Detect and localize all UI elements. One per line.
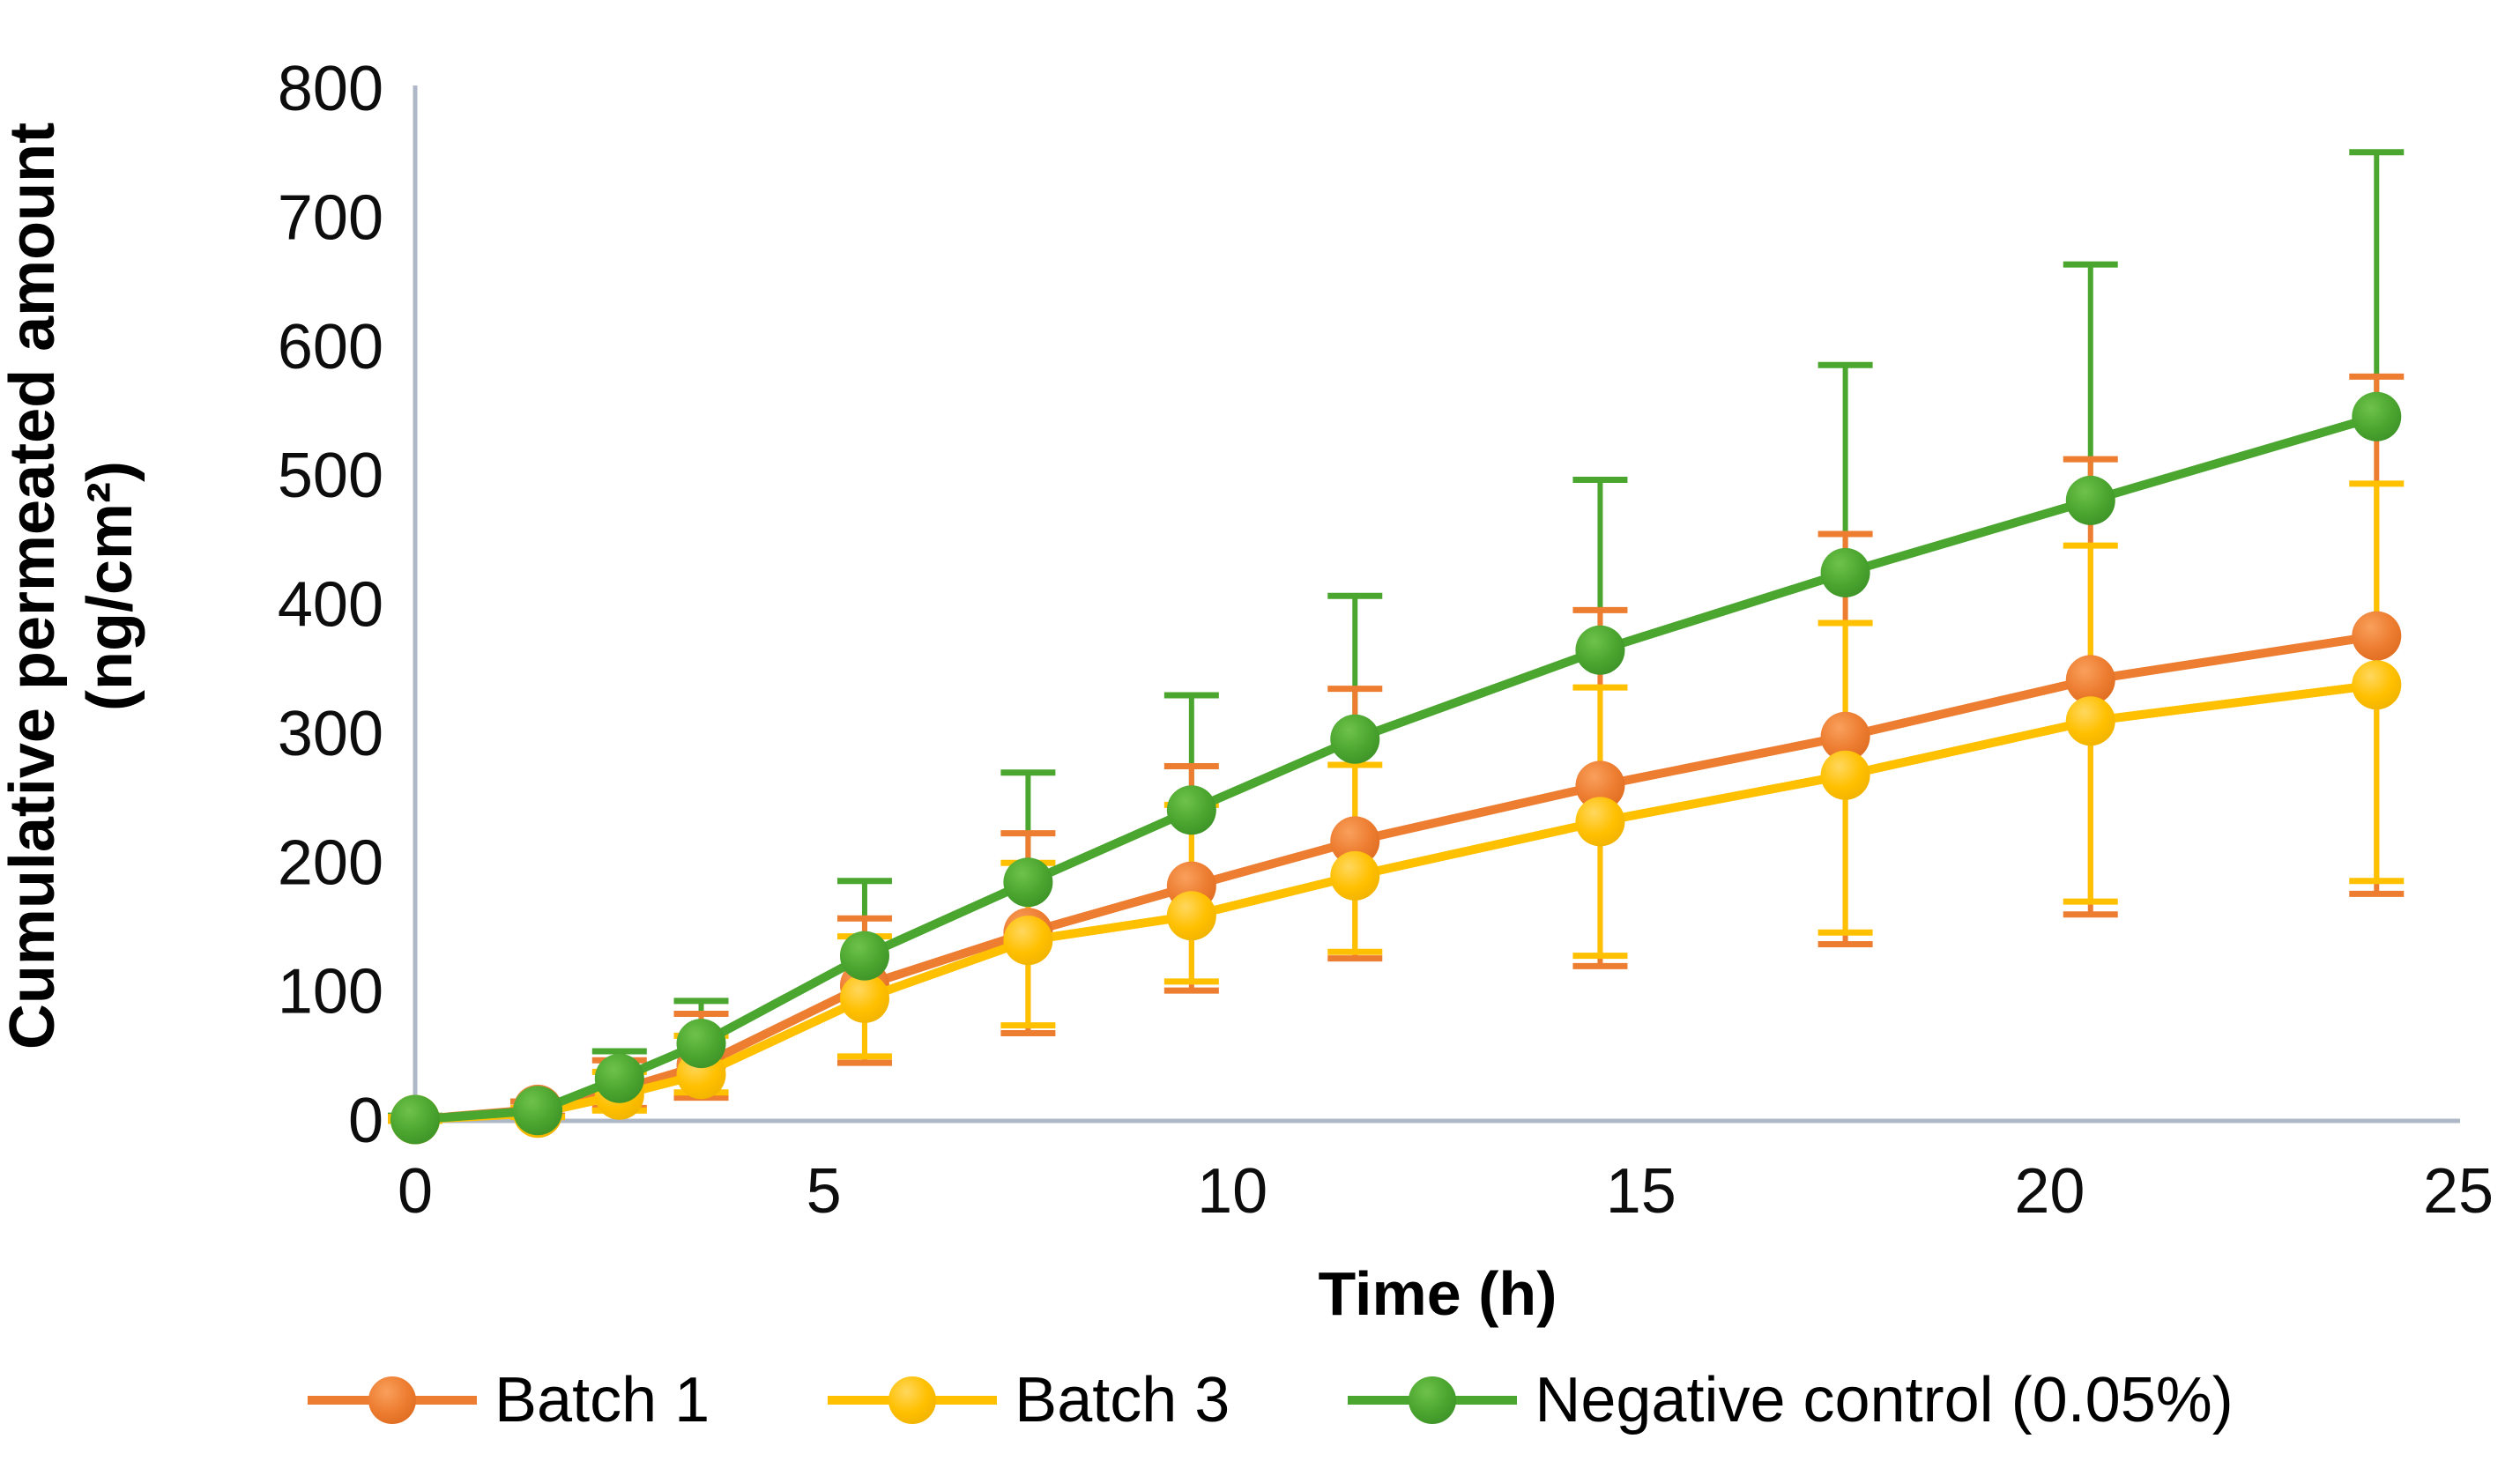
data-point-marker bbox=[1330, 714, 1380, 764]
y-axis-title: Cumulative permeated amount (ng/cm²) bbox=[0, 0, 161, 1181]
data-point-marker bbox=[1575, 625, 1625, 675]
y-tick-label: 500 bbox=[278, 441, 383, 511]
tick-labels: 0 100 200 300 400 500 600 700 800 0 5 10 15 20 25 bbox=[278, 54, 2494, 1227]
legend-label-negative-control: Negative control (0.05%) bbox=[1535, 1365, 2234, 1435]
legend-marker-batch-3 bbox=[828, 1376, 998, 1424]
x-tick-label: 15 bbox=[1606, 1156, 1676, 1227]
x-axis-title: Time (h) bbox=[1318, 1259, 1557, 1328]
data-point-marker bbox=[2352, 391, 2402, 441]
x-tick-label: 25 bbox=[2423, 1156, 2494, 1227]
x-tick-label: 0 bbox=[398, 1156, 433, 1227]
y-tick-label: 100 bbox=[278, 957, 383, 1027]
y-tick-label: 800 bbox=[278, 54, 383, 124]
data-point-marker bbox=[1166, 891, 1216, 941]
legend-circle bbox=[1409, 1376, 1457, 1424]
data-point-marker bbox=[1003, 857, 1053, 908]
data-point-marker bbox=[2065, 655, 2115, 705]
y-axis-title-line2: (ng/cm²) bbox=[75, 461, 145, 711]
legend-item-negative-control: Negative control (0.05%) bbox=[1344, 1364, 2234, 1436]
data-point-marker bbox=[1166, 785, 1216, 835]
axes bbox=[413, 85, 2460, 1124]
data-point-marker bbox=[2352, 611, 2402, 661]
data-point-marker bbox=[1820, 547, 1870, 597]
y-tick-label: 600 bbox=[278, 312, 383, 382]
data-point-marker bbox=[676, 1019, 726, 1069]
data-point-marker bbox=[2065, 696, 2115, 746]
data-point-marker bbox=[839, 973, 889, 1023]
data-point-marker bbox=[1003, 916, 1053, 966]
error-bars-series-3 bbox=[388, 149, 2405, 1120]
series-3 bbox=[390, 391, 2402, 1145]
data-point-marker bbox=[839, 931, 889, 981]
x-tick-label: 20 bbox=[2014, 1156, 2085, 1227]
x-tick-label: 10 bbox=[1197, 1156, 1267, 1227]
legend-label-batch-3: Batch 3 bbox=[1015, 1365, 1230, 1435]
legend-marker-negative-control bbox=[1348, 1376, 1518, 1424]
x-tick-label: 5 bbox=[807, 1156, 842, 1227]
legend-circle bbox=[368, 1376, 416, 1424]
legend-marker-batch-1 bbox=[308, 1376, 477, 1424]
legend: Batch 1 Batch 3 Negative control (0.05%) bbox=[304, 1364, 2234, 1436]
legend-item-batch-1: Batch 1 bbox=[304, 1364, 710, 1436]
data-point-marker bbox=[1820, 750, 1870, 800]
data-point-marker bbox=[1820, 711, 1870, 761]
y-tick-label: 300 bbox=[278, 699, 383, 769]
y-tick-label: 700 bbox=[278, 182, 383, 253]
legend-circle bbox=[888, 1376, 937, 1424]
y-axis-title-line1: Cumulative permeated amount bbox=[0, 122, 68, 1050]
y-tick-label: 0 bbox=[348, 1086, 383, 1156]
data-point-marker bbox=[1575, 797, 1625, 847]
legend-item-batch-3: Batch 3 bbox=[824, 1364, 1230, 1436]
legend-label-batch-1: Batch 1 bbox=[494, 1365, 710, 1435]
y-tick-label: 200 bbox=[278, 827, 383, 898]
data-point-marker bbox=[390, 1094, 440, 1145]
data-point-marker bbox=[1330, 816, 1380, 866]
data-point-marker bbox=[2065, 475, 2115, 525]
data-point-marker bbox=[513, 1086, 563, 1136]
data-point-marker bbox=[1575, 760, 1625, 811]
data-point-marker bbox=[1330, 850, 1380, 901]
data-point-marker bbox=[594, 1053, 644, 1103]
y-tick-label: 400 bbox=[278, 570, 383, 641]
data-point-marker bbox=[2352, 660, 2402, 710]
